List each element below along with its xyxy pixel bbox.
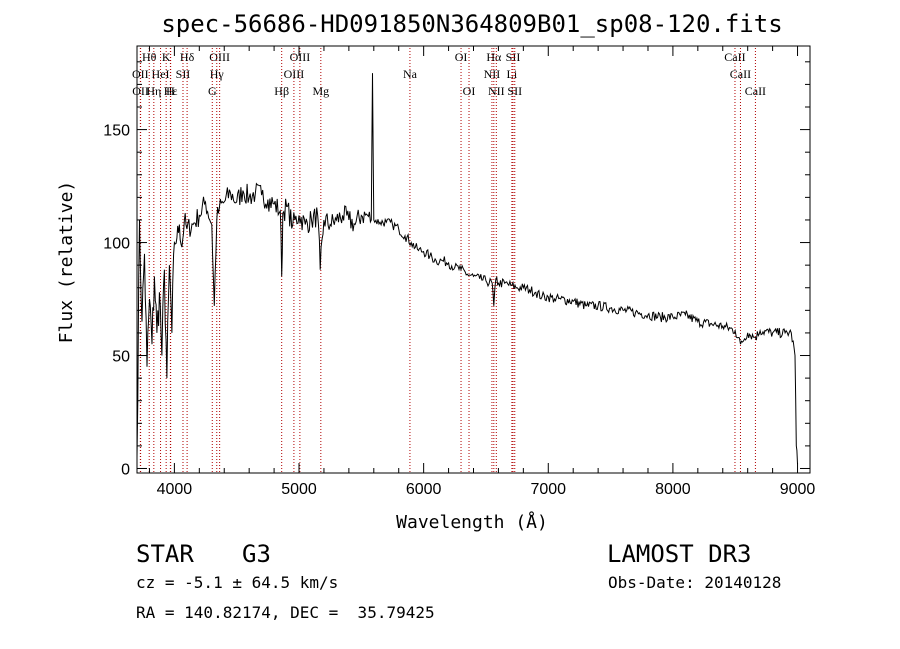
- spectral-line-markers: Hθ K Hδ OIII OIII OI Hα SII CaII OII HeI SII Hγ OIII N…: [132, 48, 766, 473]
- redshift-text: cz = -5.1 ± 64.5 km/s: [136, 573, 339, 592]
- spectral-line-label: OII: [132, 67, 149, 81]
- spectral-line-label: Hη: [146, 84, 161, 98]
- y-tick-label: 100: [103, 236, 130, 253]
- x-tick-label: 6000: [406, 481, 442, 498]
- spectral-line-label: CaII: [724, 50, 745, 64]
- spectral-line-label: Hα: [486, 50, 502, 64]
- spectral-line-label: SII: [507, 84, 522, 98]
- spectral-line-label: SII: [176, 67, 191, 81]
- survey-name: LAMOST DR3: [607, 540, 752, 568]
- object-class: STAR: [136, 540, 194, 568]
- y-tick-label: 0: [121, 461, 130, 478]
- spectral-line-label: OI: [455, 50, 468, 64]
- spectral-line-label: Hδ: [180, 50, 195, 64]
- x-tick-label: 5000: [281, 481, 317, 498]
- plot-frame: [136, 45, 811, 474]
- spectral-line-label: NII: [488, 84, 505, 98]
- chart-title: spec-56686-HD091850N364809B01_sp08-120.f…: [161, 10, 782, 38]
- spectral-line-label: NII: [484, 67, 501, 81]
- spectral-line-label: Li: [507, 67, 518, 81]
- spectrum-series-line: [136, 73, 798, 465]
- axis-ticks: 4000 5000 6000 7000 8000 9000 0 50 100 150: [103, 46, 815, 498]
- spectral-line-label: SII: [506, 50, 521, 64]
- spectral-line-label: OIII: [290, 50, 311, 64]
- y-tick-label: 50: [112, 349, 130, 366]
- spectral-line-label: Na: [403, 67, 418, 81]
- x-tick-label: 4000: [157, 481, 193, 498]
- spectral-line-label: Hθ: [142, 50, 157, 64]
- y-axis-label: Flux (relative): [56, 181, 77, 344]
- object-subclass: G3: [242, 540, 271, 568]
- spectral-line-label: G: [208, 84, 217, 98]
- y-tick-label: 150: [103, 123, 130, 140]
- spectral-line-label: H: [166, 84, 175, 98]
- spectral-line-label: OIII: [284, 67, 305, 81]
- x-tick-label: 7000: [530, 481, 566, 498]
- x-axis-label: Wavelength (Å): [396, 511, 548, 533]
- spectral-line-label: OIII: [209, 50, 230, 64]
- x-tick-label: 8000: [655, 481, 691, 498]
- coordinates: RA = 140.82174, DEC = 35.79425: [136, 603, 435, 622]
- x-tick-label: 9000: [780, 481, 816, 498]
- spectral-line-label: OII: [132, 84, 149, 98]
- spectral-line-label: Mg: [312, 84, 329, 98]
- spectral-line-label: Hβ: [274, 84, 289, 98]
- spectral-line-label: CaII: [745, 84, 766, 98]
- spectral-line-label: OI: [463, 84, 476, 98]
- spectral-line-label: CaII: [730, 67, 751, 81]
- spectral-line-label: Hγ: [210, 67, 225, 81]
- obs-date: Obs-Date: 20140128: [608, 573, 782, 592]
- spectral-line-label: K: [162, 50, 171, 64]
- spectral-line-label: HeI: [152, 67, 170, 81]
